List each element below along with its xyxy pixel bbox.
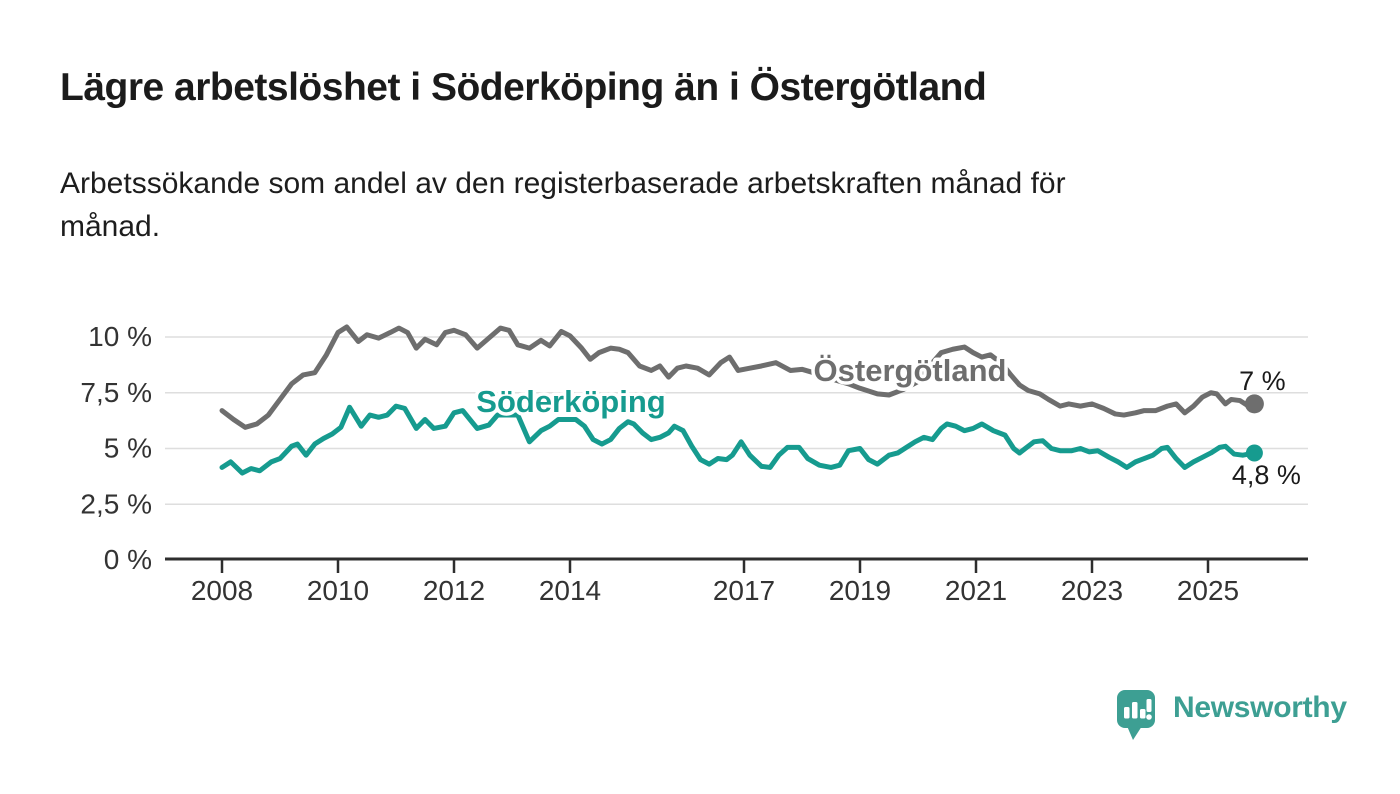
series-line-söderköping <box>219 403 1257 476</box>
y-axis-label: 2,5 % <box>80 488 152 519</box>
series-label-söderköping: Söderköping <box>476 384 665 419</box>
y-axis-label: 7,5 % <box>80 377 152 408</box>
chart-subtitle: Arbetssökande som andel av den registerb… <box>60 167 1066 243</box>
end-dot-söderköping <box>1245 444 1263 462</box>
x-axis-label: 2014 <box>539 575 601 606</box>
page-title: Lägre arbetslöshet i Söderköping än i Ös… <box>60 66 987 109</box>
end-value-label-söderköping: 4,8 % <box>1232 460 1301 490</box>
newsworthy-logo-icon <box>1117 690 1155 740</box>
x-axis-label: 2012 <box>423 575 485 606</box>
x-axis-label: 2008 <box>191 575 253 606</box>
y-axis-label: 0 % <box>104 544 152 575</box>
x-axis-label: 2025 <box>1177 575 1239 606</box>
end-value-label-östergötland: 7 % <box>1239 366 1286 396</box>
newsworthy-brand: Newsworthy <box>1117 690 1347 740</box>
x-axis-label: 2017 <box>713 575 775 606</box>
x-axis-label: 2021 <box>945 575 1007 606</box>
end-dot-östergötland <box>1244 394 1264 414</box>
x-axis-label: 2023 <box>1061 575 1123 606</box>
brand-wordmark: Newsworthy <box>1173 691 1347 724</box>
series-line-östergötland <box>219 324 1257 430</box>
series-label-östergötland: Östergötland <box>814 353 1007 388</box>
logo-bubble-tail <box>1127 726 1142 740</box>
logo-barchart-glyph <box>1124 699 1152 720</box>
y-axis-label: 10 % <box>88 321 152 352</box>
x-axis-label: 2019 <box>829 575 891 606</box>
x-axis-label: 2010 <box>307 575 369 606</box>
y-axis-label: 5 % <box>104 433 152 464</box>
